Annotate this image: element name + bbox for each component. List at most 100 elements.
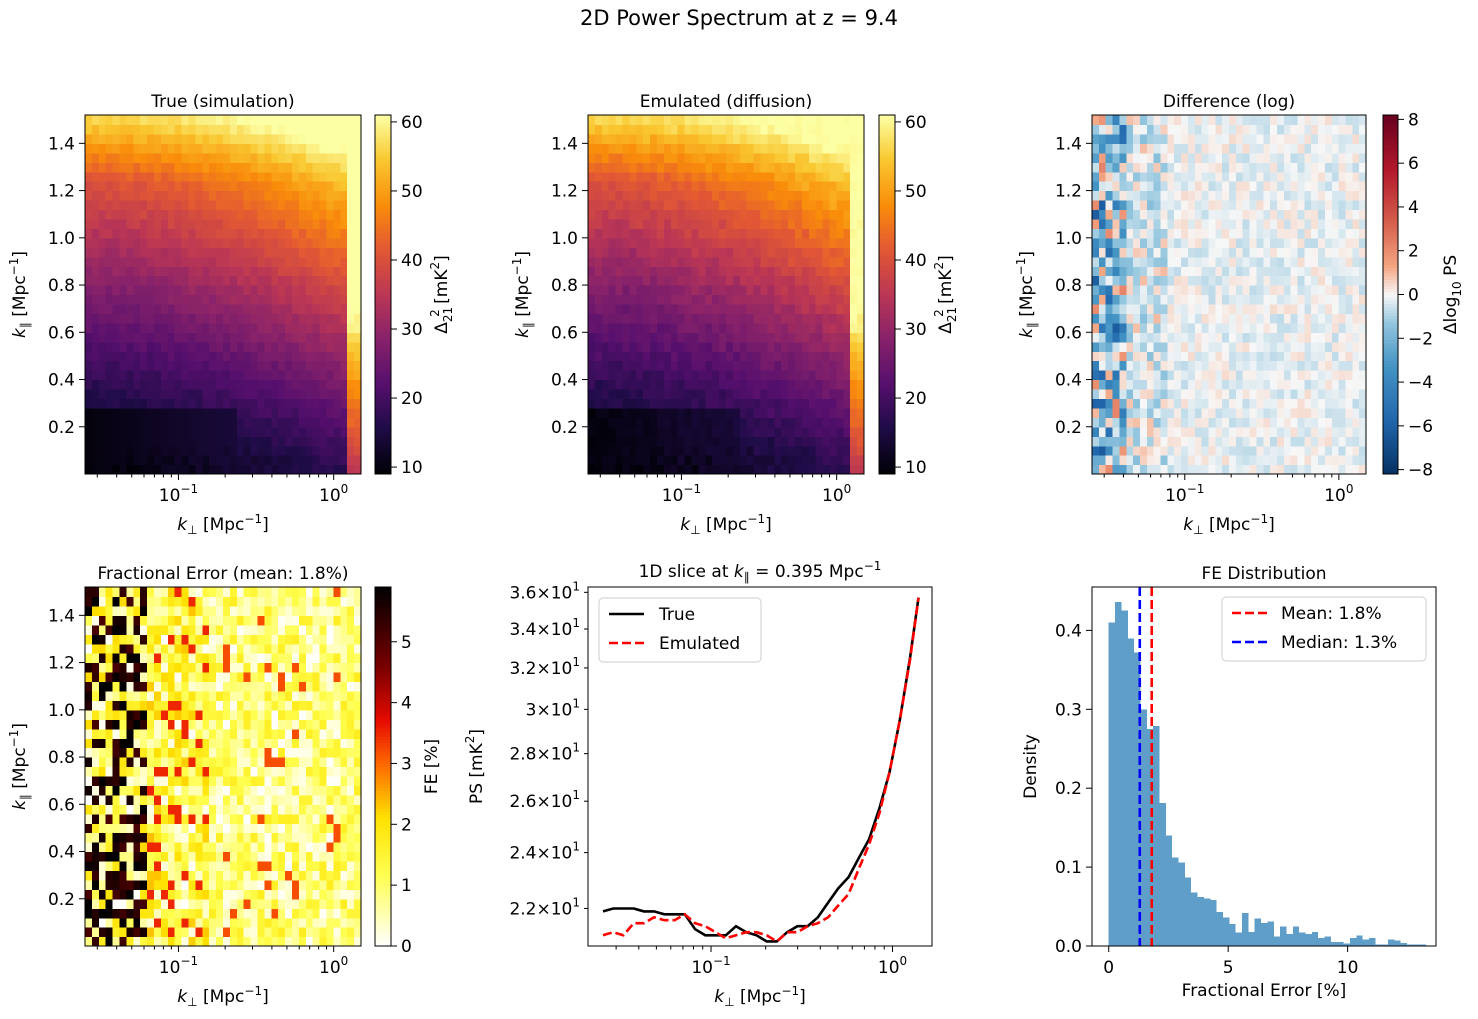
heatmap-cell (1119, 285, 1127, 296)
heatmap-cell (698, 332, 706, 343)
heatmap-cell (160, 294, 169, 305)
heatmap-cell (815, 436, 824, 447)
tick-label: 0.8 (551, 276, 578, 296)
heatmap-cell (774, 115, 782, 126)
colorbar-step (375, 339, 391, 343)
heatmap-cell (1345, 313, 1353, 324)
heatmap-cell (857, 181, 865, 192)
heatmap-cell (1146, 115, 1155, 126)
heatmap-cell (836, 133, 844, 144)
heatmap-cell (160, 313, 169, 324)
heatmap-cell (1187, 436, 1196, 447)
heatmap-cell (195, 407, 203, 418)
heatmap-cell (622, 124, 630, 135)
heatmap-cell (657, 247, 665, 258)
heatmap-cell (140, 455, 148, 466)
heatmap-cell (1311, 436, 1319, 447)
heatmap-cell (85, 388, 93, 400)
colorbar-step (375, 297, 391, 302)
heatmap-cell (292, 285, 300, 296)
heatmap-cell (1311, 162, 1319, 173)
heatmap-cell (857, 379, 865, 390)
heatmap-cell (1146, 464, 1155, 475)
heatmap-cell (1153, 228, 1162, 239)
heatmap-cell (1338, 209, 1347, 220)
heatmap-cell (243, 407, 252, 418)
heatmap-cell (1311, 124, 1319, 135)
heatmap-cell (1318, 436, 1326, 447)
heatmap-cell (91, 247, 100, 258)
heatmap-cell (1139, 143, 1148, 154)
heatmap-cell (588, 445, 596, 456)
heatmap-cell (629, 181, 637, 192)
heatmap-cell (588, 200, 596, 211)
heatmap-cell (347, 200, 355, 211)
heatmap-cell (181, 417, 190, 428)
heatmap-cell (1263, 124, 1271, 135)
heatmap-cell (850, 370, 858, 381)
heatmap-cell (1112, 455, 1120, 466)
heatmap-cell (202, 200, 210, 211)
heatmap-cell (698, 162, 706, 173)
heatmap-cell (836, 181, 844, 192)
heatmap-cell (195, 436, 203, 447)
heatmap-cell (257, 388, 265, 400)
heatmap-cell (1181, 115, 1189, 126)
heatmap-cell (1201, 436, 1210, 447)
heatmap-cell (1235, 360, 1244, 371)
heatmap-cell (1270, 294, 1278, 305)
colorbar-step (879, 321, 895, 326)
heatmap-cell (1297, 143, 1305, 154)
heatmap-cell (1187, 388, 1196, 400)
heatmap-cell (1283, 417, 1292, 428)
heatmap-cell (767, 152, 775, 163)
colorbar-step (1383, 378, 1398, 382)
heatmap-cell (319, 445, 328, 456)
heatmap-cell (739, 332, 748, 343)
heatmap-cell (1201, 247, 1210, 258)
heatmap-cell (698, 247, 706, 258)
heatmap-cell (333, 455, 341, 466)
heatmap-cell (1338, 417, 1347, 428)
heatmap-cell (154, 218, 162, 229)
heatmap-cell (1167, 133, 1175, 144)
heatmap-cell (119, 388, 127, 400)
heatmap-cell (815, 133, 824, 144)
heatmap-cell (1249, 455, 1257, 466)
heatmap-cell (167, 294, 176, 305)
heatmap-cell (801, 275, 810, 286)
heatmap-cell (126, 464, 134, 475)
heatmap-cell (615, 237, 624, 248)
heatmap-cell (347, 237, 355, 248)
heatmap-cell (1331, 285, 1340, 296)
heatmap-cell (719, 209, 727, 220)
x-axis-label: k⊥ [Mpc−1] (680, 512, 772, 537)
heatmap-cell (615, 190, 624, 201)
heatmap-cell (657, 115, 665, 126)
heatmap-cell (305, 162, 314, 173)
heatmap-cell (174, 445, 183, 456)
heatmap-cell (1263, 332, 1271, 343)
heatmap-cell (1283, 190, 1292, 201)
heatmap-cell (857, 313, 865, 324)
heatmap-cell (174, 360, 183, 371)
heatmap-cell (829, 162, 837, 173)
heatmap-cell (340, 143, 348, 154)
heatmap-cell (223, 341, 231, 352)
heatmap-cell (209, 190, 217, 201)
heatmap-cell (243, 256, 252, 267)
heatmap-cell (677, 124, 686, 135)
heatmap-cell (91, 379, 100, 390)
heatmap-cell (285, 124, 293, 135)
heatmap-cell (594, 407, 603, 418)
heatmap-cell (850, 228, 858, 239)
heatmap-cell (1222, 247, 1230, 258)
heatmap-cell (1318, 133, 1326, 144)
heatmap-cell (739, 256, 748, 267)
heatmap-cell (1359, 228, 1367, 239)
heatmap-cell (140, 407, 148, 418)
heatmap-cell (684, 370, 693, 381)
heatmap-cell (1304, 275, 1312, 286)
heatmap-cell (1283, 445, 1292, 456)
heatmap-cell (781, 247, 789, 258)
